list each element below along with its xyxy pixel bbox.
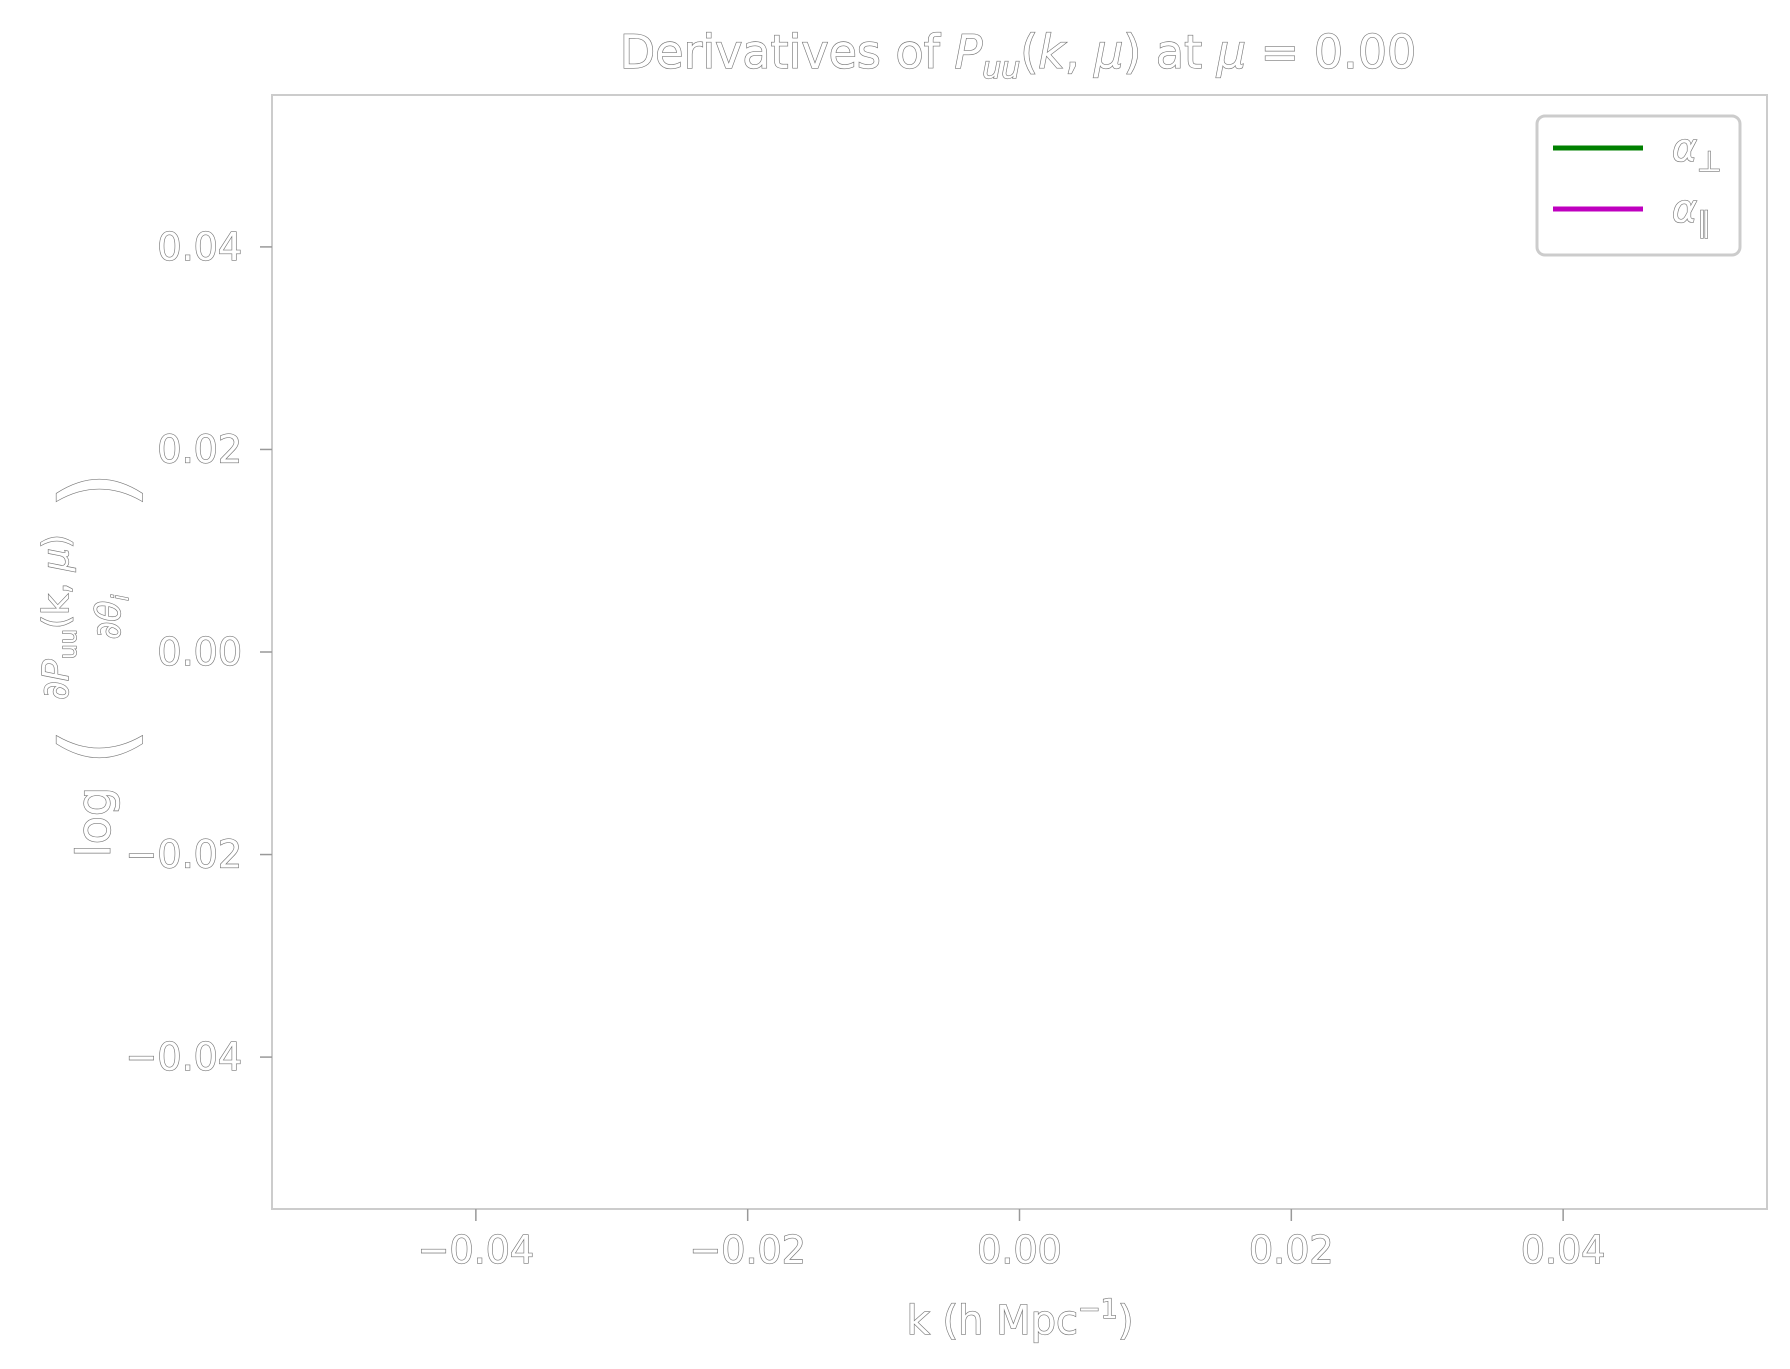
x-tick-label: 0.04 (1521, 1228, 1606, 1272)
chart-title-args: (k, μ) at μ = 0.00 (1020, 25, 1416, 79)
y-tick-label: 0.00 (157, 630, 242, 674)
chart-title-prefix: Derivatives of (620, 25, 955, 79)
x-axis-label: k (h Mpc−1) (907, 1294, 1134, 1344)
legend: α⊥ α∥ (1535, 114, 1742, 257)
chart-title-sub: uu (982, 51, 1020, 86)
y-axis-label: log ( ∂Puu(k, μ) ∂θi ) (35, 471, 153, 858)
chart-title: Derivatives of Puu(k, μ) at μ = 0.00 (620, 25, 1417, 86)
y-axis-label-denominator: ∂θi (89, 595, 134, 640)
y-axis-label-close-paren: ) (41, 471, 153, 508)
legend-label: α∥ (1672, 187, 1711, 239)
y-axis: 0.04 0.02 0.00 −0.02 −0.04 (125, 224, 272, 1080)
y-axis-label-log: log (67, 787, 121, 857)
y-tick-label: 0.02 (157, 427, 242, 471)
x-tick-label: −0.04 (418, 1228, 534, 1272)
x-tick-label: 0.00 (977, 1228, 1062, 1272)
x-axis: −0.04 −0.02 0.00 0.02 0.04 (417, 1209, 1606, 1273)
y-axis-label-open-paren: ( (41, 728, 153, 765)
x-tick-label: 0.02 (1249, 1228, 1334, 1272)
x-tick-label: −0.02 (689, 1228, 805, 1272)
y-tick-label: 0.04 (157, 225, 242, 269)
y-tick-label: −0.04 (126, 1035, 242, 1079)
y-axis-label-numerator: ∂Puu(k, μ) (36, 534, 82, 700)
plot-area (271, 94, 1768, 1210)
legend-label: α⊥ (1672, 126, 1721, 178)
y-tick-label: −0.02 (126, 833, 242, 877)
chart-title-p: P (954, 25, 982, 79)
legend-box (1535, 114, 1742, 257)
